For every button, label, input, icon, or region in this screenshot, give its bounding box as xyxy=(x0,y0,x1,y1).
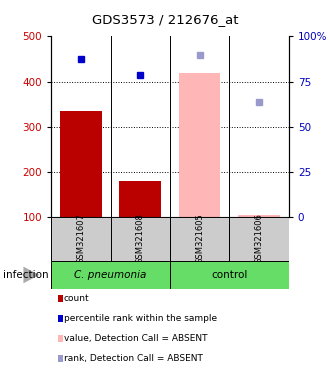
Text: infection: infection xyxy=(3,270,49,280)
Text: GDS3573 / 212676_at: GDS3573 / 212676_at xyxy=(92,13,238,26)
Text: count: count xyxy=(64,294,89,303)
Text: percentile rank within the sample: percentile rank within the sample xyxy=(64,314,217,323)
Text: control: control xyxy=(211,270,248,280)
Text: GSM321606: GSM321606 xyxy=(254,214,264,265)
Bar xyxy=(111,217,170,261)
Text: GSM321605: GSM321605 xyxy=(195,214,204,265)
Bar xyxy=(229,217,289,261)
Text: C. pneumonia: C. pneumonia xyxy=(74,270,147,280)
Bar xyxy=(51,217,111,261)
Bar xyxy=(170,217,229,261)
Text: GSM321608: GSM321608 xyxy=(136,214,145,265)
Bar xyxy=(60,111,102,217)
Polygon shape xyxy=(23,266,39,283)
Bar xyxy=(51,261,170,289)
Text: value, Detection Call = ABSENT: value, Detection Call = ABSENT xyxy=(64,334,208,343)
Bar xyxy=(179,73,220,217)
Bar xyxy=(238,215,280,217)
Bar xyxy=(170,261,289,289)
Text: GSM321607: GSM321607 xyxy=(76,214,85,265)
Text: rank, Detection Call = ABSENT: rank, Detection Call = ABSENT xyxy=(64,354,203,363)
Bar xyxy=(119,181,161,217)
